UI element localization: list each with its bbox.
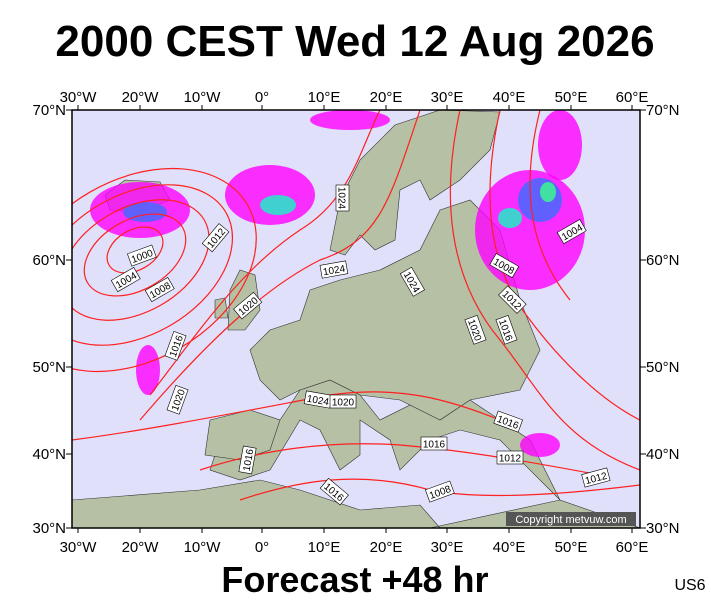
lon-label-bottom: 10°W bbox=[184, 539, 222, 556]
isobar-label-box bbox=[335, 184, 350, 212]
precipitation bbox=[90, 110, 585, 457]
lon-label-bottom: 30°E bbox=[431, 539, 464, 556]
isobar-label-box bbox=[329, 394, 357, 409]
lat-label-right: 30°N bbox=[646, 520, 680, 537]
isobar-label-box bbox=[164, 331, 187, 361]
isobar-label-text: 1024 bbox=[306, 394, 330, 409]
isobar-label-box bbox=[496, 450, 524, 465]
isobar-label-box bbox=[238, 445, 257, 475]
isobar-label-box bbox=[420, 436, 448, 451]
isobar-label-box bbox=[319, 260, 349, 279]
isobar-label-box bbox=[127, 244, 157, 267]
lon-label-top: 10°W bbox=[184, 89, 222, 106]
isobar-label: 1020 bbox=[329, 394, 357, 409]
lon-label-bottom: 20°E bbox=[370, 539, 403, 556]
lon-label-bottom: 60°E bbox=[616, 539, 649, 556]
isobar-label-box bbox=[489, 253, 520, 279]
isobar-label-box bbox=[399, 266, 425, 297]
lat-label-right: 70°N bbox=[646, 102, 680, 119]
isobar-label-box bbox=[144, 277, 175, 303]
isobar-label-text: 1024 bbox=[322, 264, 346, 279]
lon-label-top: 0° bbox=[255, 89, 269, 106]
isobar-label: 1024 bbox=[335, 184, 350, 212]
isobar-label-box bbox=[495, 315, 518, 345]
isobar-label-box bbox=[233, 291, 263, 320]
lat-label-left: 30°N bbox=[32, 520, 66, 537]
lat-label-left: 50°N bbox=[32, 359, 66, 376]
forecast-label: Forecast +48 hr bbox=[221, 559, 488, 600]
lon-label-bottom: 20°W bbox=[122, 539, 160, 556]
lon-label-bottom: 50°E bbox=[555, 539, 588, 556]
isobar-label-box bbox=[493, 410, 523, 433]
lat-label-right: 50°N bbox=[646, 359, 680, 376]
isobar-label: 1012 bbox=[496, 450, 524, 465]
isobar-label-box bbox=[464, 315, 487, 345]
lon-label-top: 60°E bbox=[616, 89, 649, 106]
lon-label-top: 30°W bbox=[60, 89, 98, 106]
isobar-label-box bbox=[166, 385, 189, 415]
lon-label-top: 50°E bbox=[555, 89, 588, 106]
lon-label-bottom: 10°E bbox=[308, 539, 341, 556]
lon-label-top: 40°E bbox=[493, 89, 526, 106]
isobar-label-text: 1016 bbox=[242, 448, 257, 472]
lon-label-bottom: 30°W bbox=[60, 539, 98, 556]
isobar-label: 1016 bbox=[238, 445, 257, 475]
isobar-label-box bbox=[110, 267, 141, 293]
isobar-label-box bbox=[581, 467, 611, 488]
isobar-label-text: 1016 bbox=[423, 440, 446, 451]
lon-label-bottom: 40°E bbox=[493, 539, 526, 556]
lon-label-top: 10°E bbox=[308, 89, 341, 106]
copyright-box bbox=[506, 512, 636, 526]
lon-label-bottom: 0° bbox=[255, 539, 269, 556]
lat-label-right: 40°N bbox=[646, 446, 680, 463]
lat-label-right: 60°N bbox=[646, 252, 680, 269]
lon-label-top: 20°W bbox=[122, 89, 160, 106]
isobar-label-box bbox=[498, 285, 527, 314]
model-code: US6 bbox=[674, 577, 705, 594]
lat-label-left: 60°N bbox=[32, 252, 66, 269]
axes: 30°W 30°W 20°W 20°W 10°W 10°W 0° 0° 10°E 10°E 20°E… bbox=[32, 89, 679, 556]
lon-label-top: 20°E bbox=[370, 89, 403, 106]
lat-label-left: 40°N bbox=[32, 446, 66, 463]
isobar-label: 1016 bbox=[420, 436, 448, 451]
isobar-label-box bbox=[425, 480, 455, 503]
isobar-label-text: 1012 bbox=[499, 454, 522, 465]
lon-label-top: 30°E bbox=[431, 89, 464, 106]
isobar-label-text: 1024 bbox=[336, 187, 347, 210]
map-frame bbox=[71, 109, 641, 529]
copyright: Copyright metvuw.com bbox=[515, 514, 626, 526]
isobar-label: 1024 bbox=[303, 390, 333, 409]
isobar-label-text: 1020 bbox=[332, 398, 355, 409]
isobar-label: 1024 bbox=[319, 260, 349, 279]
isobar-label-box bbox=[319, 477, 349, 506]
title: 2000 CEST Wed 12 Aug 2026 bbox=[55, 17, 654, 66]
isobar-label-box bbox=[201, 223, 230, 253]
lat-label-left: 70°N bbox=[32, 102, 66, 119]
isobar-label-box bbox=[556, 219, 587, 245]
